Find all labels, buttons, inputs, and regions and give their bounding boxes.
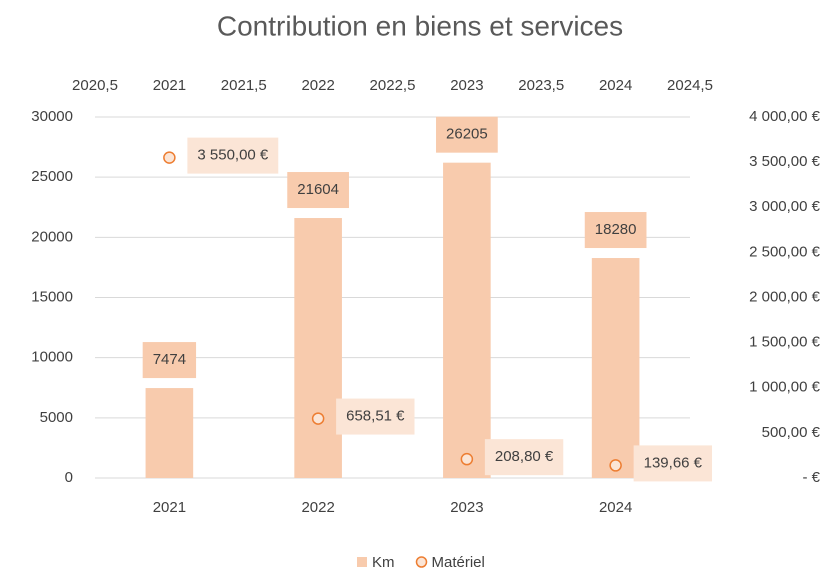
x2-tick-label: 2021 (153, 77, 186, 94)
bar (591, 258, 640, 478)
bar-label-box (584, 212, 647, 249)
x2-tick-label: 2022 (301, 77, 334, 94)
x-tick-label: 2024 (599, 499, 632, 516)
point-label: 658,51 € (346, 408, 405, 425)
y2-tick-label: 4 000,00 € (749, 108, 821, 125)
bar-label: 18280 (595, 221, 637, 238)
bar (443, 162, 491, 478)
bar-label: 7474 (153, 351, 186, 368)
x2-tick-label: 2020,5 (72, 77, 118, 94)
x2-tick-label: 2022,5 (370, 77, 416, 94)
bar-label: 26205 (446, 126, 488, 143)
y-tick-label: 15000 (31, 288, 73, 305)
x2-tick-label: 2023 (450, 77, 483, 94)
legend-label: Km (372, 554, 395, 571)
bar (145, 388, 194, 478)
point-label: 208,80 € (495, 448, 554, 465)
y-tick-label: 0 (65, 469, 73, 486)
point-label-box (336, 398, 415, 435)
legend-swatch (415, 556, 428, 568)
y-tick-label: 10000 (31, 349, 73, 366)
point (311, 412, 325, 425)
x2-tick-label: 2023,5 (518, 77, 564, 94)
point-label: 139,66 € (644, 454, 703, 471)
point-label: 3 550,00 € (197, 147, 269, 164)
y2-tick-label: - € (802, 469, 820, 486)
y2-tick-label: 2 500,00 € (749, 243, 821, 260)
point-label-box (484, 439, 564, 476)
bar-label: 21604 (297, 181, 339, 198)
legend: Km Matériel (357, 554, 485, 571)
legend-label: Matériel (432, 554, 485, 571)
x-tick-label: 2022 (301, 499, 334, 516)
y2-tick-label: 3 500,00 € (749, 153, 821, 170)
chart-title: Contribution en biens et services (217, 10, 623, 41)
bar-label-box (287, 172, 349, 209)
x-tick-label: 2021 (153, 499, 186, 516)
x2-tick-label: 2024 (599, 77, 632, 94)
x2-tick-label: 2021,5 (221, 77, 267, 94)
y2-tick-label: 1 500,00 € (749, 334, 821, 351)
y2-tick-label: 3 000,00 € (749, 198, 821, 215)
bar-label-box (142, 342, 197, 379)
y-tick-label: 25000 (31, 168, 73, 185)
marks (145, 151, 640, 478)
legend-swatch (357, 557, 367, 567)
y-tick-label: 5000 (40, 409, 73, 426)
y2-tick-label: 2 000,00 € (749, 288, 821, 305)
x2-tick-label: 2024,5 (667, 77, 713, 94)
point-label-box (633, 445, 713, 482)
bar (294, 218, 342, 478)
y2-tick-label: 500,00 € (762, 424, 821, 441)
bar-label-box (436, 116, 498, 153)
y-tick-label: 30000 (31, 108, 73, 125)
point (163, 151, 176, 164)
point (609, 459, 622, 472)
point-label-box (187, 137, 279, 174)
x-tick-label: 2023 (450, 499, 483, 516)
y2-tick-label: 1 000,00 € (749, 379, 821, 396)
y-tick-label: 20000 (31, 228, 73, 245)
labels: 7474 21604 26205 18280 3 550,00 € 658,51 € 208… (142, 116, 713, 482)
point (460, 452, 474, 466)
